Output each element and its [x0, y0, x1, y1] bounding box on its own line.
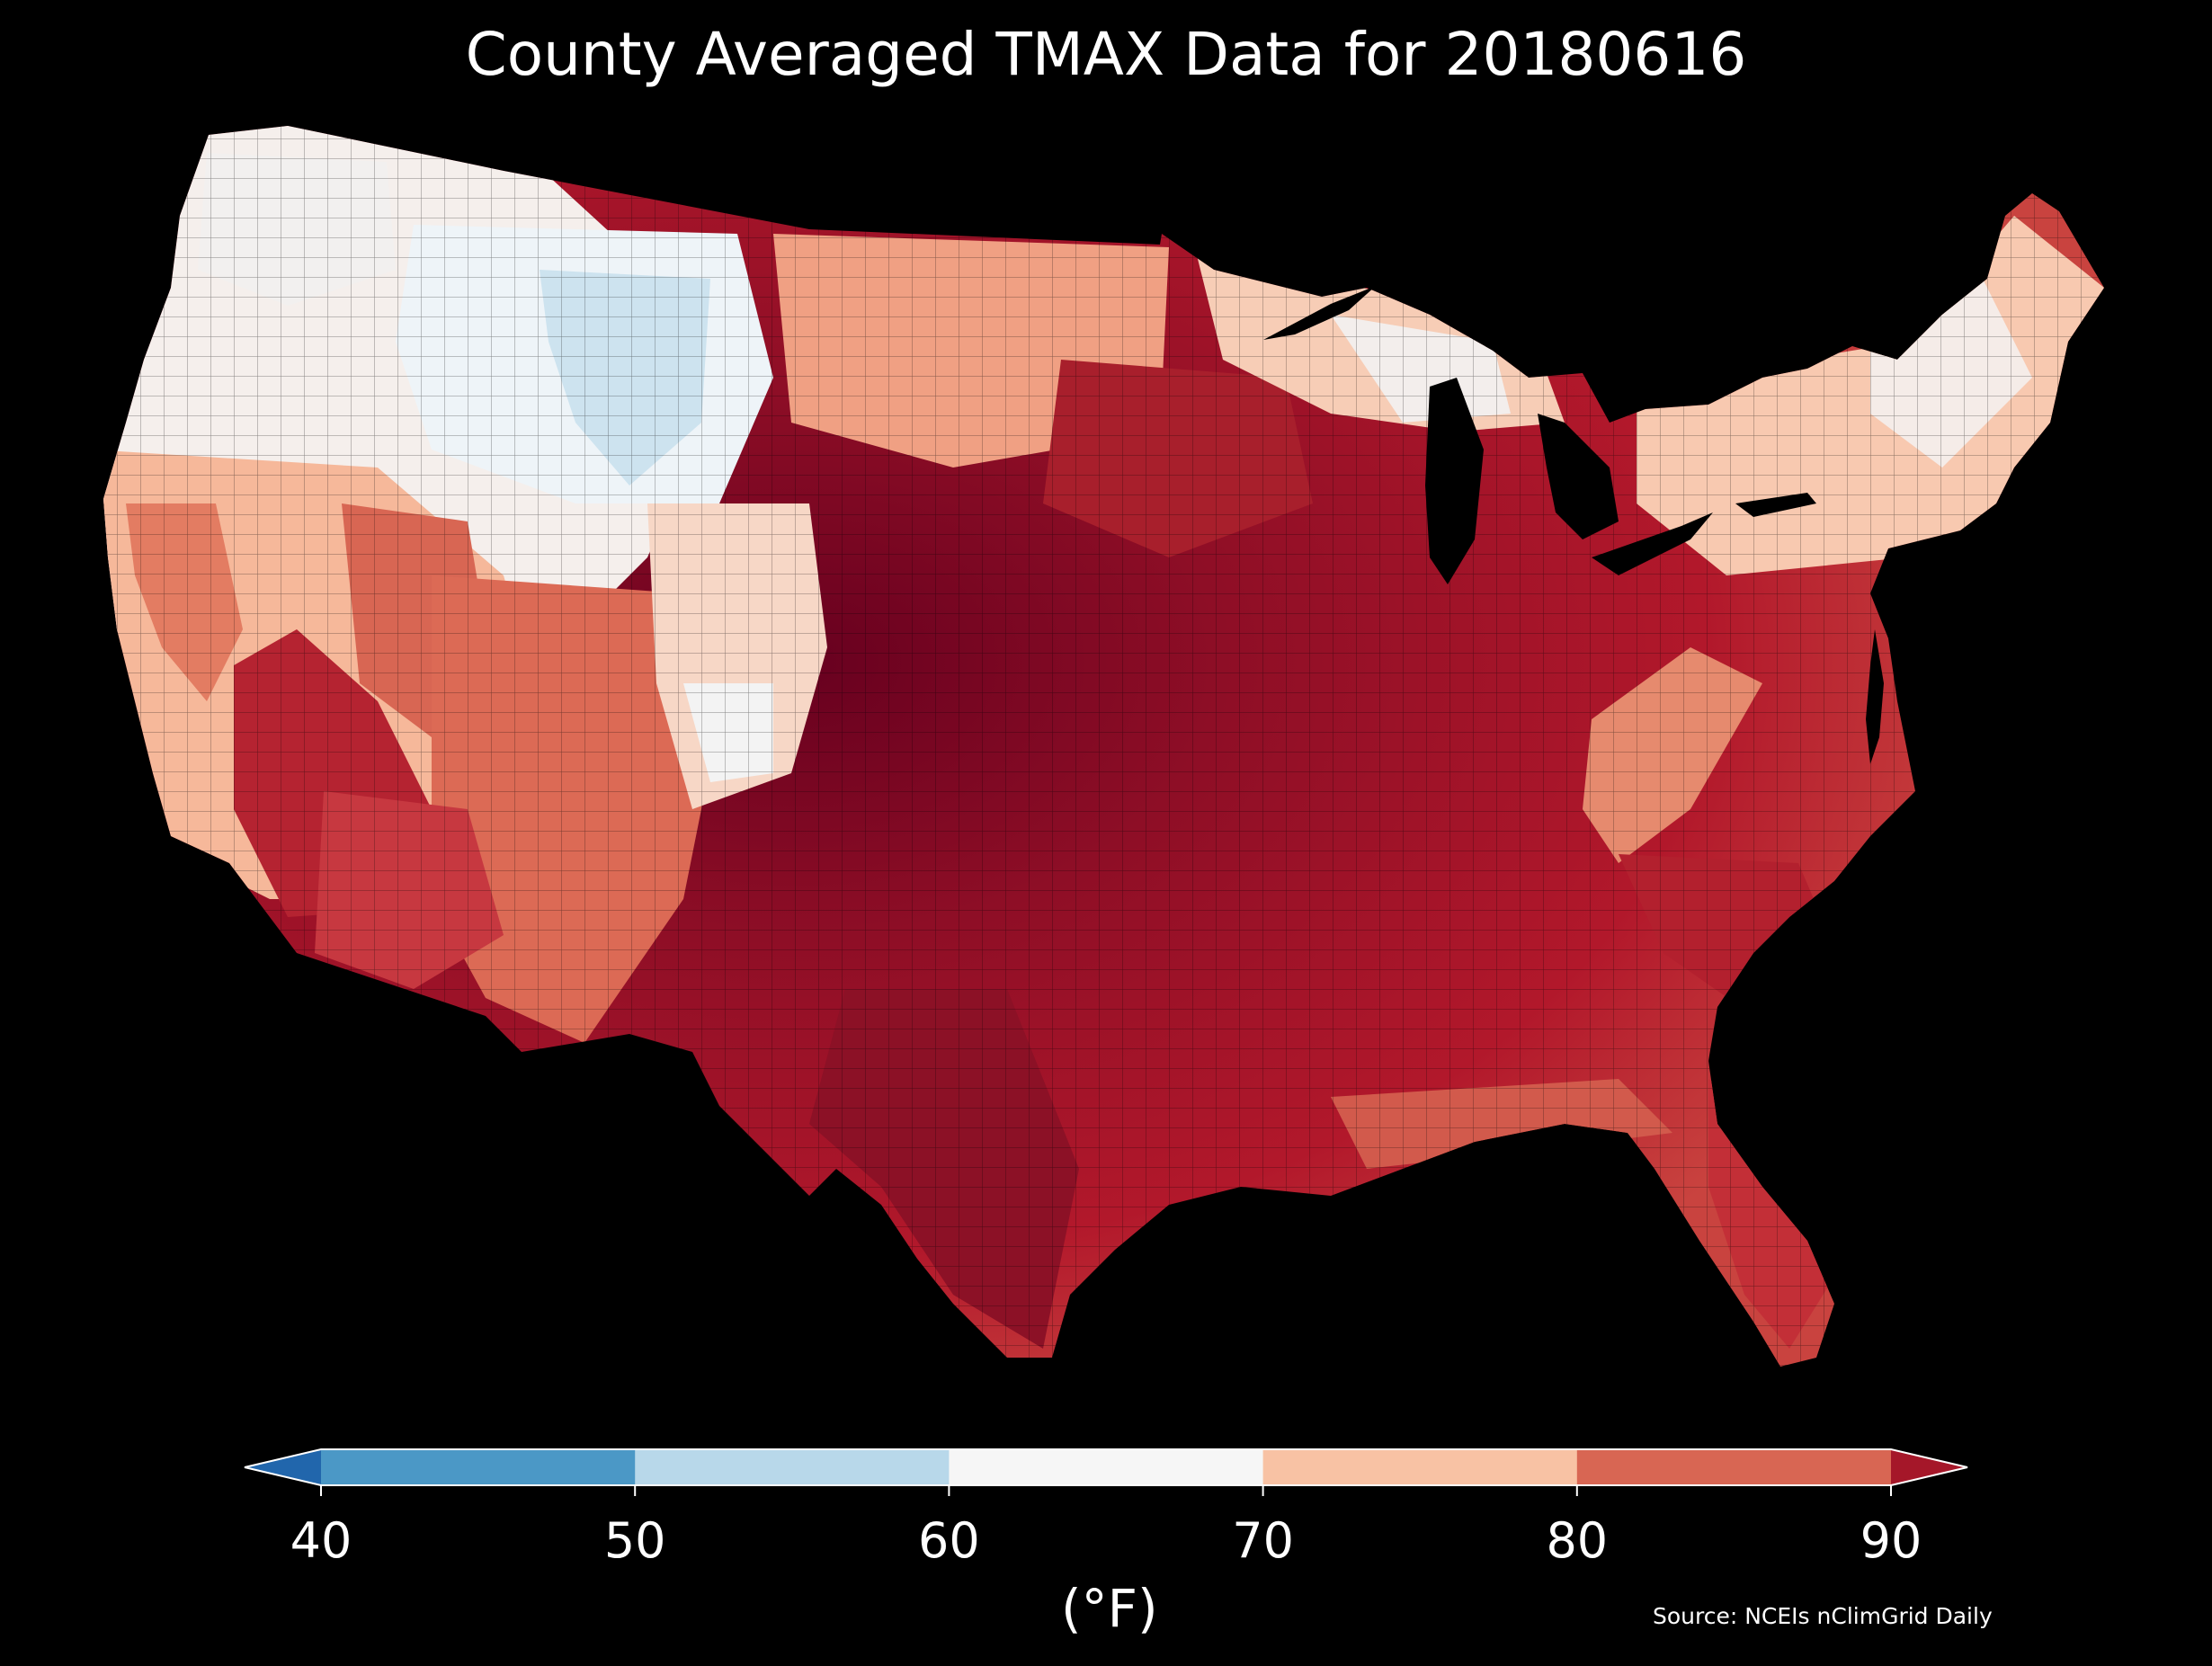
colorbar-bin-40-50 — [321, 1449, 636, 1485]
colorbar-tick-90: 90 — [1860, 1512, 1922, 1569]
colorbar-bin-80-90 — [1576, 1449, 1892, 1485]
colorbar-bin-70-80 — [1262, 1449, 1578, 1485]
colorbar-bin-over — [1891, 1449, 1967, 1485]
choropleth-map — [103, 126, 2104, 1367]
chesapeake-bay — [1866, 629, 1884, 764]
colorbar-tick-40: 40 — [290, 1512, 352, 1569]
colorbar-unit-label: (°F) — [1061, 1578, 1158, 1639]
colorbar-bins — [245, 1449, 1967, 1485]
great-lakes — [1263, 286, 1816, 584]
colorbar-bin-50-60 — [635, 1449, 950, 1485]
colorbar-tick-60: 60 — [918, 1512, 980, 1569]
colorbar-bin-60-70 — [949, 1449, 1264, 1485]
colorbar-ticks — [320, 1485, 1892, 1496]
colorbar-tick-50: 50 — [603, 1512, 666, 1569]
colorbar-tick-70: 70 — [1232, 1512, 1294, 1569]
colorbar-tick-80: 80 — [1546, 1512, 1609, 1569]
source-credit: Source: NCEIs nClimGrid Daily — [1653, 1603, 1993, 1629]
colorbar-bin-under — [245, 1449, 321, 1485]
map-title: County Averaged TMAX Data for 20180616 — [465, 20, 1747, 89]
